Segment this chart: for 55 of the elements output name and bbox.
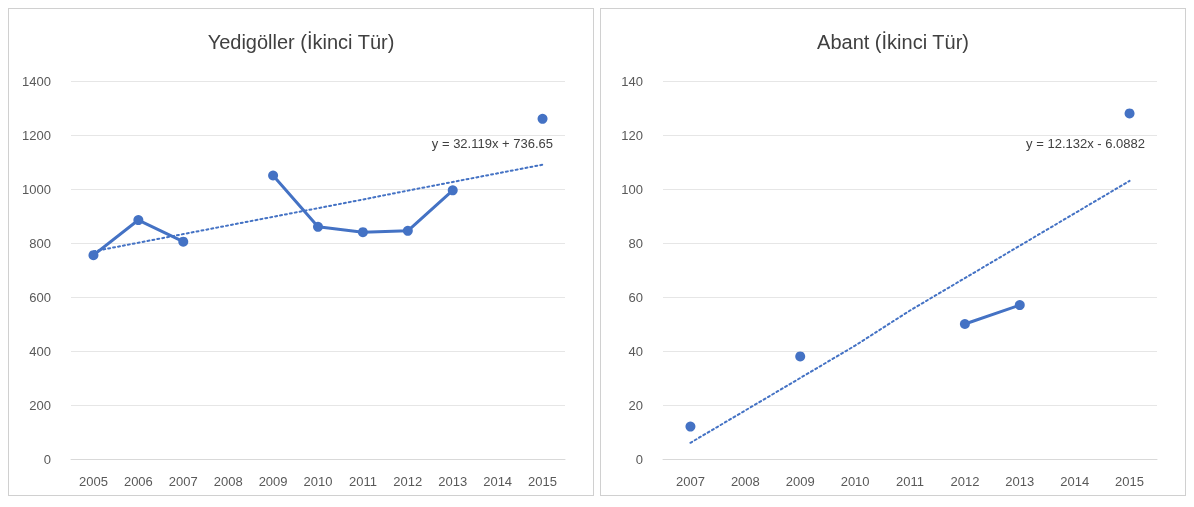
y-tick-label: 80 (628, 235, 643, 251)
x-tick-label: 2008 (213, 474, 243, 489)
point (313, 221, 323, 232)
point (357, 227, 368, 238)
y-tick-label: 0 (635, 451, 643, 467)
x-tick-label: 2010 (303, 474, 333, 489)
x-tick-label: 2014 (483, 474, 513, 489)
y-tick-label: 140 (621, 73, 643, 89)
chart-title: Abant (İkinci Tür) (817, 31, 969, 53)
point (959, 319, 970, 329)
y-tick-label: 100 (621, 181, 643, 197)
y-tick-label: 1400 (22, 73, 51, 89)
point (88, 250, 99, 261)
y-tick-label: 400 (29, 343, 51, 359)
x-tick-label: 2012 (393, 474, 423, 489)
annotation: y = 32.119x + 736.65 (431, 136, 554, 151)
y-tick-label: 1200 (22, 127, 51, 143)
point (447, 185, 458, 196)
point (133, 215, 144, 226)
x-tick-label: 2012 (950, 474, 980, 489)
point (268, 170, 279, 181)
y-tick-label: 800 (29, 235, 51, 251)
y-tick-label: 1000 (22, 181, 51, 197)
x-tick-label: 2009 (258, 474, 288, 489)
y-tick-label: 60 (628, 289, 643, 305)
point (402, 225, 413, 236)
y-tick-label: 120 (621, 127, 643, 143)
x-tick-label: 2005 (78, 474, 108, 489)
point (1124, 108, 1135, 119)
y-tick-label: 0 (43, 451, 51, 467)
annotation: y = 12.132x - 6.0882 (1026, 136, 1146, 151)
x-tick-label: 2015 (1115, 474, 1145, 489)
x-tick-label: 2011 (348, 474, 377, 489)
x-tick-label: 2010 (840, 474, 870, 489)
y-tick-label: 200 (29, 397, 51, 413)
x-tick-label: 2007 (168, 474, 198, 489)
x-tick-label: 2015 (528, 474, 558, 489)
point (178, 236, 189, 247)
y-tick-label: 20 (628, 397, 643, 413)
x-tick-label: 2009 (785, 474, 815, 489)
x-tick-label: 2007 (675, 474, 705, 489)
y-tick-label: 600 (29, 289, 51, 305)
chart-title: Yedigöller (İkinci Tür) (207, 31, 395, 53)
point (795, 351, 806, 362)
x-tick-label: 2013 (1005, 474, 1035, 489)
x-tick-label: 2013 (438, 474, 468, 489)
x-tick-label: 2014 (1060, 474, 1090, 489)
y-tick-label: 40 (628, 343, 643, 359)
x-tick-label: 2011 (896, 474, 924, 489)
x-tick-label: 2006 (123, 474, 153, 489)
point (537, 113, 548, 124)
line-series (689, 179, 1131, 444)
x-tick-label: 2008 (730, 474, 760, 489)
point (1014, 300, 1025, 311)
point (685, 421, 696, 432)
